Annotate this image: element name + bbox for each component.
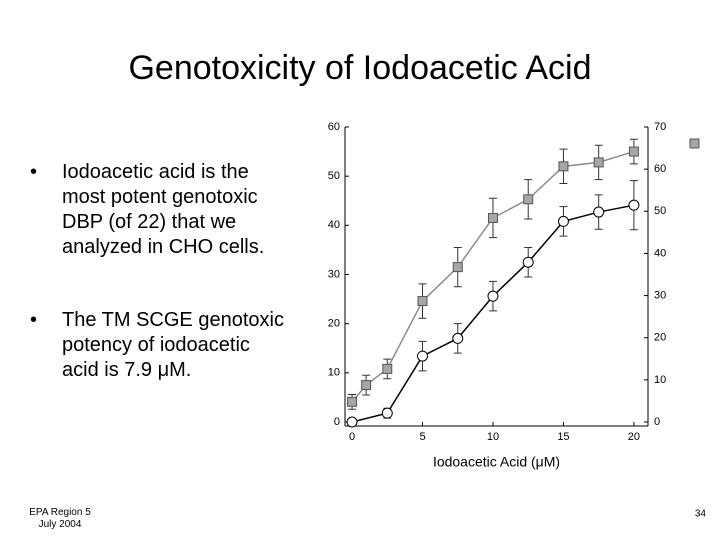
y2-tick-label: 0 <box>654 416 660 428</box>
y-tick-label: 30 <box>328 268 340 280</box>
y2-tick-label: 60 <box>654 163 666 175</box>
marker <box>593 157 604 168</box>
marker <box>347 396 358 407</box>
marker <box>487 212 498 223</box>
marker <box>522 256 534 268</box>
marker <box>523 194 534 205</box>
marker <box>381 407 393 419</box>
footer-line: July 2004 <box>38 519 82 530</box>
y2-tick-label: 30 <box>654 289 666 301</box>
x-tick-label: 15 <box>557 431 569 443</box>
y2-tick-label: 20 <box>654 332 666 344</box>
slide-title: Genotoxicity of Iodoacetic Acid <box>128 49 591 87</box>
footer: EPA Region 5 July 2004 <box>20 507 100 531</box>
footer-line: EPA Region 5 <box>29 507 91 518</box>
x-tick-label: 5 <box>419 431 425 443</box>
y2-tick-label: 70 <box>654 121 666 133</box>
y2-tick-label: 10 <box>654 374 666 386</box>
marker <box>628 146 639 157</box>
y-tick-label: 60 <box>328 121 340 133</box>
y-tick-label: 40 <box>328 219 340 231</box>
marker <box>628 199 640 211</box>
marker <box>593 206 605 218</box>
y-tick-label: 10 <box>328 367 340 379</box>
marker <box>361 380 372 391</box>
y2-tick-label: 50 <box>654 205 666 217</box>
x-axis-label: Iodoacetic Acid (μM) <box>433 454 560 470</box>
x-tick-label: 20 <box>628 431 640 443</box>
marker <box>487 290 499 302</box>
bullet-list: Iodoacetic acid is the most potent genot… <box>30 160 300 431</box>
marker <box>558 161 569 172</box>
bullet: Iodoacetic acid is the most potent genot… <box>30 160 292 260</box>
marker <box>452 332 464 344</box>
bullet: The TM SCGE genotoxic potency of iodoace… <box>30 308 292 383</box>
y-tick-label: 50 <box>328 170 340 182</box>
y2-tick-label: 40 <box>654 247 666 259</box>
series-line <box>351 150 635 403</box>
x-tick-label: 10 <box>487 431 499 443</box>
marker <box>382 363 393 374</box>
y-tick-label: 0 <box>334 416 340 428</box>
marker <box>346 416 358 428</box>
x-tick-label: 0 <box>349 431 355 443</box>
legend-icon <box>689 138 700 149</box>
marker <box>452 262 463 273</box>
y-tick-label: 20 <box>328 318 340 330</box>
marker <box>417 296 428 307</box>
page-number: 34 <box>695 509 707 520</box>
marker <box>557 215 569 227</box>
marker <box>417 350 429 362</box>
